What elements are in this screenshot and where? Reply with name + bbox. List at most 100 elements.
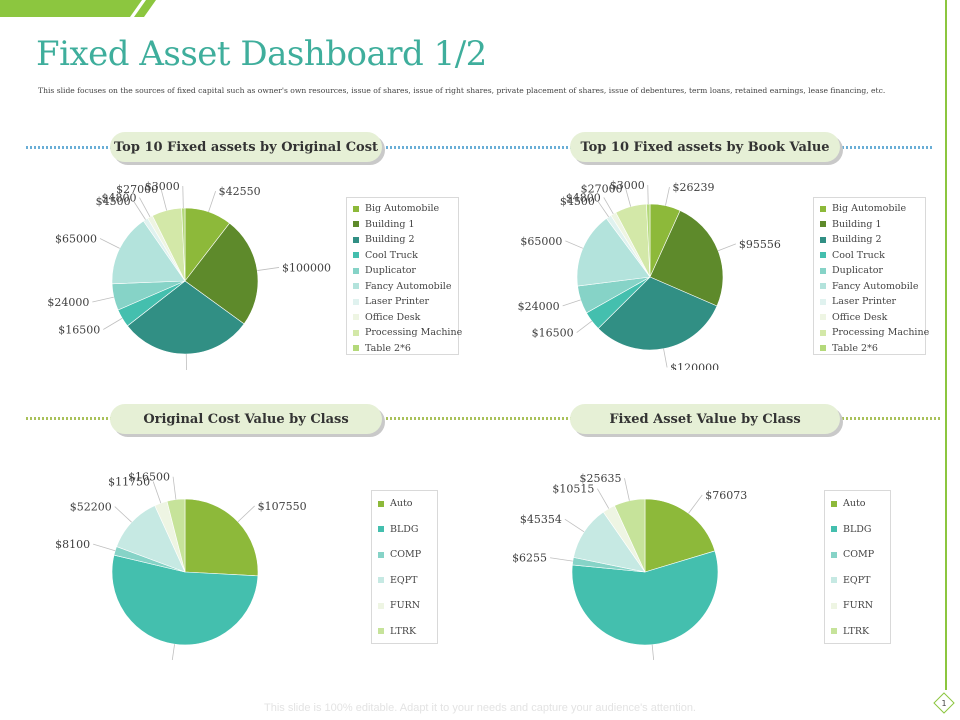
legend-swatch: [353, 345, 359, 351]
legend-swatch: [820, 236, 826, 243]
legend-swatch: [820, 314, 826, 320]
legend-swatch: [831, 526, 837, 532]
leader-line: [103, 317, 123, 330]
legend-swatch: [831, 602, 837, 609]
legend-cost-by-class: Auto BLDG COMP EQPT FURN LTRK: [371, 490, 438, 644]
legend-swatch: [378, 628, 384, 634]
pie-slice-fancy-automobile: [111, 220, 186, 285]
leader-line: [550, 557, 573, 562]
data-label: $52200: [70, 501, 112, 514]
pie-slice-building-1: [649, 210, 724, 307]
data-label: $24000: [518, 300, 560, 313]
pie-slice-building-1: [184, 222, 259, 325]
data-label: $3000: [145, 180, 180, 193]
legend-swatch: [353, 298, 359, 305]
legend-item: Processing Machine: [353, 327, 462, 338]
legend-item: Fancy Automobile: [353, 281, 451, 292]
legend-label: FURN: [843, 600, 874, 611]
legend-item: Table 2*6: [353, 343, 411, 354]
legend-item: LTRK: [831, 626, 869, 637]
leader-line: [182, 186, 184, 209]
data-label: $3000: [610, 180, 645, 192]
legend-label: Office Desk: [365, 311, 421, 323]
leader-line: [688, 494, 703, 514]
legend-label: Building 2: [832, 234, 882, 245]
pie-chart-original-cost: $42550$100000$120000$16500$24000$65000$4…: [47, 180, 331, 370]
legend-swatch: [353, 314, 359, 320]
legend-label: Duplicator: [832, 265, 883, 276]
legend-item: FURN: [378, 600, 420, 611]
page-title: Fixed Asset Dashboard 1/2: [36, 34, 487, 74]
legend-label: Big Automobile: [365, 203, 440, 214]
leader-line: [208, 190, 216, 213]
legend-swatch: [831, 577, 837, 583]
leader-line: [114, 506, 132, 523]
leader-line: [92, 296, 114, 303]
legend-item: COMP: [378, 549, 421, 560]
leader-line: [99, 238, 120, 249]
data-label: $42550: [219, 185, 261, 198]
legend-swatch: [820, 345, 826, 351]
leader-line: [564, 518, 585, 533]
data-label: $27000: [581, 182, 623, 195]
legend-book-value: Big Automobile Building 1 Building 2 Cool T…: [813, 197, 929, 355]
data-label: $95556: [739, 238, 781, 251]
data-label: $27000: [116, 183, 158, 196]
leader-line: [565, 240, 584, 249]
legend-swatch: [820, 252, 826, 258]
data-label: $4800: [101, 192, 136, 205]
legend-item: Building 2: [820, 234, 882, 245]
legend-swatch: [820, 221, 826, 227]
legend-label: FURN: [390, 600, 421, 611]
data-label: $45354: [520, 513, 562, 526]
data-label: $4500: [96, 195, 131, 208]
legend-item: Duplicator: [353, 265, 416, 276]
leader-line: [160, 188, 168, 211]
pie-chart-book-value: $26239 $95556 $120000 $16500 $24000 $65000 $45…: [518, 180, 781, 370]
legend-label: Building 2: [365, 234, 415, 245]
leader-line: [257, 267, 280, 271]
pie-slice-table-2-6: [181, 207, 186, 282]
leader-line: [663, 348, 668, 368]
leader-line: [665, 186, 670, 206]
legend-item: Auto: [831, 498, 866, 509]
leader-line: [625, 188, 632, 207]
data-label: $11750: [108, 475, 150, 488]
pie-chart-value-by-class: $76073$210222$6255$45354$10515$25635: [512, 472, 747, 660]
legend-swatch: [820, 283, 826, 289]
pie-slice-building-2: [597, 276, 718, 351]
legend-label: Processing Machine: [832, 327, 930, 338]
legend-label: EQPT: [390, 574, 418, 586]
legend-swatch: [353, 252, 359, 258]
data-label: $107550: [258, 500, 307, 513]
leader-line: [597, 200, 609, 218]
legend-item: Processing Machine: [820, 327, 929, 338]
data-label: $4500: [560, 195, 595, 208]
legend-label: Building 1: [365, 218, 415, 230]
pie-slice-auto: [184, 498, 259, 577]
legend-item: Cool Truck: [820, 250, 885, 261]
legend-label: Fancy Automobile: [365, 280, 452, 292]
legend-item: Big Automobile: [820, 203, 906, 214]
legend-swatch: [820, 267, 826, 274]
legend-item: Big Automobile: [353, 203, 439, 214]
pie-slice-building-2: [127, 280, 245, 355]
pie-slice-eqpt: [116, 505, 186, 573]
page-number: 1: [941, 699, 946, 708]
legend-label: LTRK: [390, 625, 417, 637]
legend-swatch: [831, 500, 837, 507]
leader-line: [152, 481, 162, 504]
legend-label: Cool Truck: [365, 249, 418, 261]
legend-item: Fancy Automobile: [820, 281, 918, 292]
leader-line: [576, 320, 593, 333]
leader-line: [624, 478, 630, 501]
legend-label: Fancy Automobile: [832, 280, 919, 292]
legend-label: COMP: [390, 549, 422, 560]
legend-swatch: [378, 602, 384, 609]
legend-swatch: [831, 628, 837, 634]
legend-item: Laser Printer: [353, 296, 429, 307]
pie-slice-ltrk: [614, 498, 646, 573]
data-label: $26239: [672, 181, 714, 194]
legend-item: Building 1: [820, 219, 882, 230]
legend-swatch: [353, 205, 359, 212]
